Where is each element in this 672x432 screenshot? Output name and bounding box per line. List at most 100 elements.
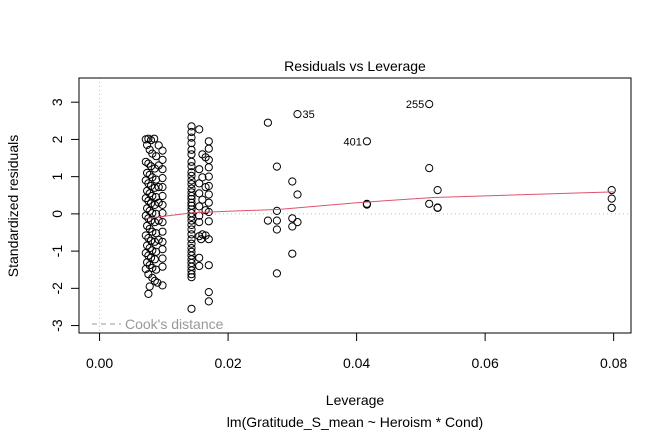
data-point: [187, 145, 196, 154]
data-point: [288, 249, 297, 258]
legend: Cook's distance: [92, 316, 224, 332]
data-point: [204, 288, 213, 297]
data-point: [187, 150, 196, 159]
y-tick-label: -2: [49, 282, 65, 295]
data-point: [150, 218, 159, 227]
data-point: [152, 152, 161, 161]
data-point: [195, 165, 204, 174]
point-label: 255: [406, 99, 424, 111]
data-point: [187, 239, 196, 248]
data-point: [141, 248, 150, 258]
data-point: [198, 195, 207, 204]
data-point: [187, 216, 196, 225]
data-point: [204, 190, 213, 199]
data-point: [154, 183, 163, 192]
data-point: [195, 125, 204, 134]
data-point: [146, 216, 156, 225]
data-point: [195, 179, 204, 188]
data-point: [204, 181, 213, 191]
data-point: [187, 127, 196, 137]
data-point: [187, 304, 196, 313]
data-point: [187, 176, 196, 185]
labeled-data-point: [425, 100, 434, 109]
data-point: [150, 237, 159, 246]
data-point: [158, 227, 167, 236]
data-point: [145, 170, 154, 179]
data-point: [288, 214, 297, 223]
data-point: [204, 297, 213, 306]
data-point: [187, 139, 196, 148]
y-tick-label: 3: [49, 98, 65, 106]
data-point: [148, 227, 157, 236]
data-point: [607, 186, 616, 195]
data-point: [362, 199, 371, 208]
data-point: [158, 191, 167, 201]
data-point: [153, 278, 162, 287]
data-point: [145, 224, 154, 233]
y-tick-label: -1: [49, 245, 65, 258]
data-point: [150, 276, 159, 285]
data-point: [141, 211, 150, 220]
data-point: [158, 146, 167, 155]
data-point: [204, 137, 213, 146]
data-point: [187, 133, 196, 142]
plot-area: 35 401 255: [79, 78, 631, 333]
data-point: [141, 176, 150, 185]
data-point: [204, 198, 213, 207]
data-point: [433, 203, 442, 212]
data-point: [204, 172, 213, 181]
data-point: [293, 190, 302, 199]
data-point: [425, 199, 434, 208]
point-label: 35: [302, 109, 314, 121]
data-point: [204, 261, 213, 270]
data-point: [158, 174, 167, 183]
y-tick-label: 0: [49, 210, 65, 218]
point-label: 401: [344, 136, 362, 148]
data-point: [204, 217, 213, 226]
data-point: [152, 175, 161, 184]
x-tick-label: 0.04: [343, 355, 370, 371]
labeled-data-point: [293, 110, 302, 119]
data-point: [144, 196, 153, 205]
data-point: [195, 189, 204, 198]
data-point: [272, 216, 281, 225]
data-point: [187, 180, 196, 189]
chart-title: Residuals vs Leverage: [284, 58, 426, 74]
y-axis: -3 -2 -1 0 1 2 3: [49, 98, 80, 332]
data-point: [272, 162, 281, 171]
y-tick-label: -3: [49, 319, 65, 332]
data-point: [187, 270, 196, 279]
x-tick-label: 0.00: [86, 355, 113, 371]
x-axis: 0.00 0.02 0.04 0.06 0.08: [86, 332, 627, 371]
data-point: [263, 118, 272, 127]
y-axis-label: Standardized residuals: [5, 135, 21, 277]
data-point: [143, 140, 152, 150]
data-point: [158, 165, 167, 174]
data-point: [154, 141, 163, 150]
data-point: [143, 221, 152, 230]
data-point: [143, 241, 152, 250]
data-point: [272, 225, 281, 234]
data-point: [150, 134, 159, 143]
data-point: [187, 157, 196, 166]
plot-frame: [78, 77, 632, 334]
data-point: [187, 122, 196, 131]
labeled-data-point: [362, 137, 371, 146]
data-point: [144, 159, 153, 168]
data-point: [433, 186, 442, 195]
data-point: [187, 230, 196, 239]
data-point: [187, 171, 196, 180]
smoother-line: [147, 191, 614, 219]
data-point: [158, 183, 167, 192]
data-point: [158, 262, 167, 271]
data-point: [141, 157, 150, 166]
data-point: [141, 264, 150, 274]
data-point: [204, 144, 213, 153]
data-point: [293, 218, 302, 227]
data-point: [144, 289, 153, 298]
data-point: [195, 261, 204, 271]
x-tick-label: 0.02: [214, 355, 241, 371]
data-point: [272, 206, 281, 215]
data-point: [150, 255, 159, 264]
